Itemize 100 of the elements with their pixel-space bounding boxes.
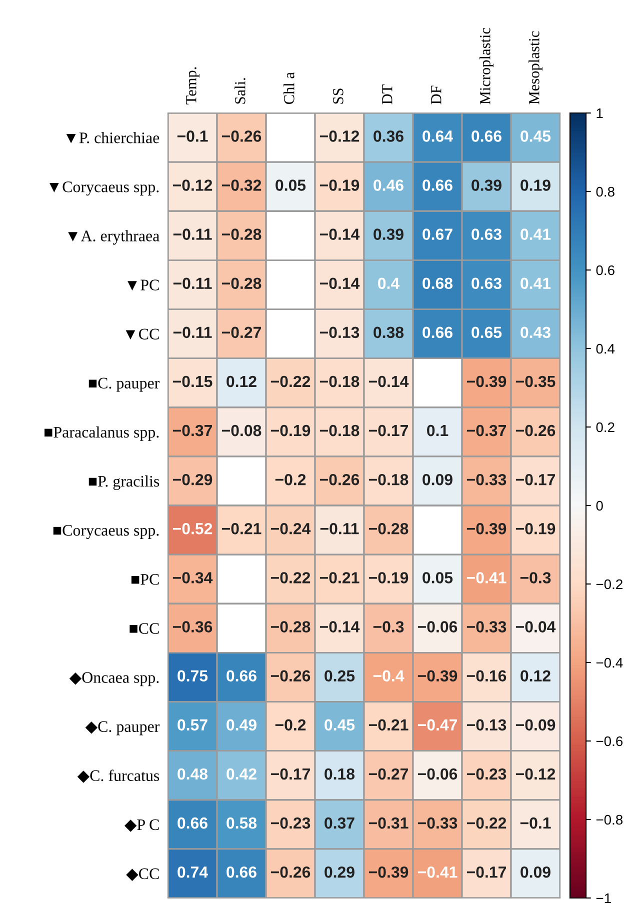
data-label: −0.17 xyxy=(368,424,408,436)
data-label: 0.67 xyxy=(422,228,452,240)
color-bar-label: 1 xyxy=(596,108,603,118)
data-label: 0.39 xyxy=(374,228,404,240)
data-label: −0.28 xyxy=(222,278,262,290)
data-label: 0.41 xyxy=(520,278,551,290)
y-tick-label: ◆C. furcatus xyxy=(77,770,160,783)
x-tick-label: DT xyxy=(382,84,392,104)
data-label: 0.66 xyxy=(178,817,208,829)
y-tick-label: ■Paracalanus spp. xyxy=(44,426,159,441)
y-tick-label: ◆Oncaea spp. xyxy=(69,672,159,686)
data-label: 0.09 xyxy=(520,866,550,878)
data-label: 0.49 xyxy=(226,719,256,731)
color-bar-label: −0.8 xyxy=(596,814,623,825)
data-label: −0.28 xyxy=(222,228,262,240)
data-label: −0.22 xyxy=(270,572,310,584)
data-label: −0.06 xyxy=(418,621,458,632)
x-tick-label: Chl a xyxy=(284,72,294,104)
data-label: −0.04 xyxy=(516,621,556,632)
data-label: −0.19 xyxy=(368,572,408,584)
data-label: −0.37 xyxy=(172,424,212,436)
data-label: 0.29 xyxy=(324,866,354,878)
x-tick-label: SS xyxy=(333,88,344,104)
data-label: −0.34 xyxy=(172,572,213,584)
data-label: −0.27 xyxy=(368,768,408,780)
y-tick-label: ■P. gracilis xyxy=(88,475,160,490)
data-label: 0.05 xyxy=(422,572,453,584)
data-label: 0.38 xyxy=(374,326,404,338)
y-tick-label: ■Corycaeus spp. xyxy=(53,524,159,539)
data-label: −0.08 xyxy=(222,424,262,436)
data-label: −0.14 xyxy=(320,621,360,632)
data-label: −0.1 xyxy=(177,130,208,142)
data-label: 0.42 xyxy=(226,768,256,780)
data-label: −0.12 xyxy=(320,130,360,142)
data-label: −0.26 xyxy=(516,424,556,436)
data-label: −0.27 xyxy=(222,326,262,338)
color-bar-label: 0.4 xyxy=(596,344,615,354)
data-label: −0.31 xyxy=(368,817,408,829)
data-label: 0.63 xyxy=(472,278,502,290)
data-label: −0.28 xyxy=(368,523,408,534)
x-tick-label: Microplastic xyxy=(480,28,494,104)
data-label: −0.13 xyxy=(320,326,360,338)
color-bar-label: −0.6 xyxy=(596,736,623,746)
data-label: −0.19 xyxy=(270,424,310,436)
color-bar-label: −0.4 xyxy=(596,658,623,668)
data-label: −0.18 xyxy=(368,474,408,486)
data-label: −0.37 xyxy=(466,424,506,436)
data-label: 0.57 xyxy=(178,719,208,731)
x-tick-label: Temp. xyxy=(186,67,200,104)
data-label: −0.52 xyxy=(172,523,212,534)
data-label: −0.39 xyxy=(466,376,506,388)
color-bar-label: 0.2 xyxy=(596,422,614,432)
data-label: 0.05 xyxy=(276,180,306,191)
data-label: −0.15 xyxy=(172,376,212,388)
data-label: 0.65 xyxy=(472,326,502,338)
y-tick-label: ▼CC xyxy=(126,328,159,340)
data-label: −0.35 xyxy=(516,376,556,388)
y-tick-label: ▼Corycaeus spp. xyxy=(49,182,159,196)
data-label: −0.2 xyxy=(275,719,306,731)
color-bar-label: −0.2 xyxy=(596,579,622,590)
data-label: −0.22 xyxy=(466,817,506,829)
data-label: −0.47 xyxy=(418,719,458,731)
data-label: 0.39 xyxy=(472,180,502,191)
data-label: 0.64 xyxy=(422,130,453,142)
data-label: −0.19 xyxy=(320,180,360,191)
data-label: 0.4 xyxy=(378,278,400,290)
data-label: −0.41 xyxy=(418,866,458,878)
data-label: 0.46 xyxy=(374,180,404,191)
y-tick-label: ◆P C xyxy=(124,819,159,832)
color-bar-label: 0.6 xyxy=(596,265,614,276)
data-label: −0.13 xyxy=(466,719,506,731)
data-label: −0.26 xyxy=(270,866,310,878)
data-label: 0.45 xyxy=(324,719,355,731)
data-label: 0.66 xyxy=(422,326,452,338)
data-label: −0.19 xyxy=(516,523,556,534)
data-label: −0.21 xyxy=(320,572,360,584)
color-bar-label: 0 xyxy=(596,500,603,511)
data-label: −0.33 xyxy=(466,621,506,632)
data-label: −0.11 xyxy=(173,326,212,338)
data-label: −0.06 xyxy=(418,768,458,780)
data-label: −0.17 xyxy=(270,768,310,780)
y-tick-label: ▼P. chierchiae xyxy=(66,132,160,144)
data-label: 0.43 xyxy=(520,326,550,338)
data-label: −0.1 xyxy=(520,817,551,829)
x-tick-label: Mesoplastic xyxy=(528,31,542,104)
data-label: −0.36 xyxy=(172,621,212,632)
data-label: −0.22 xyxy=(270,376,310,388)
data-label: −0.33 xyxy=(418,817,458,829)
x-tick-label: Sali. xyxy=(234,78,246,104)
data-label: −0.29 xyxy=(172,474,212,486)
data-label: −0.3 xyxy=(373,621,404,632)
y-tick-label: ■CC xyxy=(130,623,159,634)
y-tick-label: ■PC xyxy=(131,574,159,585)
data-label: −0.26 xyxy=(222,130,262,142)
data-label: −0.23 xyxy=(270,817,310,829)
data-label: 0.09 xyxy=(422,474,452,486)
data-label: −0.14 xyxy=(368,376,409,388)
data-label: −0.4 xyxy=(373,670,404,682)
data-label: −0.11 xyxy=(173,278,212,290)
data-label: 0.74 xyxy=(178,866,208,878)
